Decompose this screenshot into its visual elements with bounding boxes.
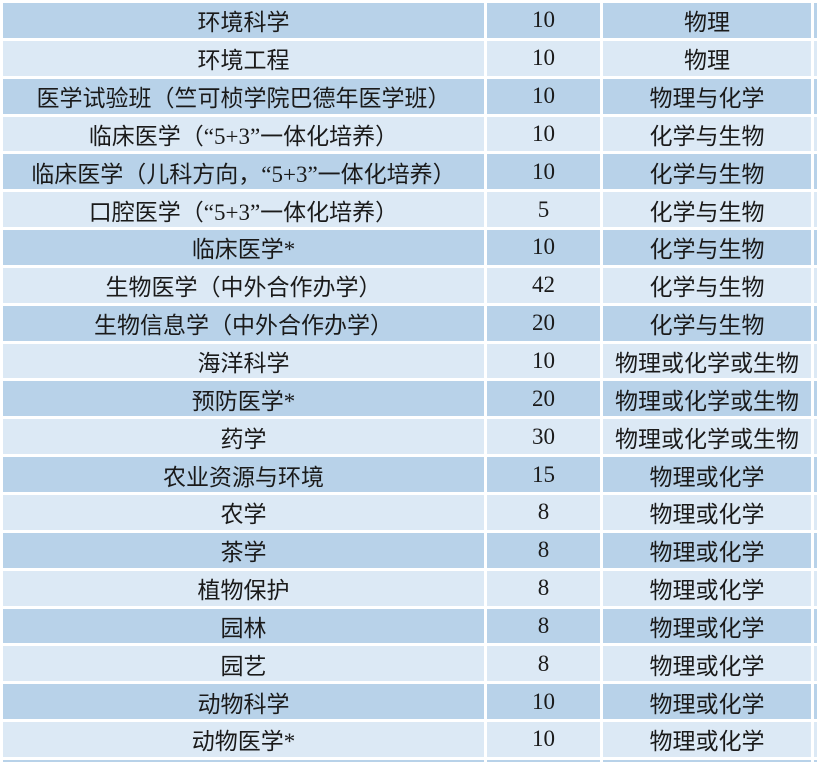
cell-quota: 5 — [487, 192, 600, 228]
cell-continuation — [814, 532, 817, 568]
cell-major: 园艺 — [3, 646, 484, 682]
cell-continuation — [814, 230, 817, 265]
cell-major: 临床医学（儿科方向，“5+3”一体化培养） — [3, 154, 484, 190]
cell-subjects: 化学与生物 — [603, 154, 811, 190]
cell-major: 医学试验班（竺可桢学院巴德年医学班） — [3, 78, 484, 114]
cell-major: 口腔医学（“5+3”一体化培养） — [3, 192, 484, 228]
cell-subjects: 物理或化学或生物 — [603, 381, 811, 417]
cell-subjects: 物理或化学 — [603, 494, 811, 530]
cell-subjects: 物理或化学 — [603, 646, 811, 682]
cell-subjects: 化学与生物 — [603, 192, 811, 228]
cell-quota: 10 — [487, 230, 600, 265]
cell-quota: 15 — [487, 457, 600, 492]
cell-major: 海洋科学 — [3, 343, 484, 379]
cell-major: 预防医学* — [3, 381, 484, 417]
cell-subjects: 物理或化学或生物 — [603, 419, 811, 455]
cell-continuation — [814, 608, 817, 644]
cell-subjects: 化学与生物 — [603, 267, 811, 303]
cell-continuation — [814, 457, 817, 492]
cell-continuation — [814, 305, 817, 341]
cell-major: 植物保护 — [3, 570, 484, 606]
cell-subjects: 物理或化学或生物 — [603, 343, 811, 379]
cell-subjects: 物理或化学 — [603, 608, 811, 644]
cell-subjects: 物理或化学 — [603, 532, 811, 568]
cell-continuation — [814, 154, 817, 190]
cell-major: 生物医学（中外合作办学） — [3, 267, 484, 303]
cell-continuation — [814, 267, 817, 303]
cell-major: 农学 — [3, 494, 484, 530]
cell-continuation — [814, 3, 817, 38]
cell-subjects: 物理或化学 — [603, 570, 811, 606]
cell-major: 动物医学* — [3, 722, 484, 757]
cell-continuation — [814, 78, 817, 114]
cell-quota: 30 — [487, 419, 600, 455]
cell-subjects: 物理 — [603, 3, 811, 38]
cell-quota: 8 — [487, 646, 600, 682]
cell-continuation — [814, 570, 817, 606]
cell-major: 农业资源与环境 — [3, 457, 484, 492]
cell-major: 药学 — [3, 419, 484, 455]
cell-major — [3, 759, 484, 762]
cell-continuation — [814, 116, 817, 152]
cell-subjects: 物理或化学 — [603, 722, 811, 757]
cell-continuation — [814, 381, 817, 417]
cell-quota — [487, 759, 600, 762]
cell-continuation — [814, 759, 817, 762]
cell-subjects: 物理与化学 — [603, 78, 811, 114]
cell-continuation — [814, 684, 817, 720]
cell-quota: 8 — [487, 494, 600, 530]
cell-continuation — [814, 722, 817, 757]
cell-quota: 8 — [487, 570, 600, 606]
cell-quota: 10 — [487, 40, 600, 76]
cell-quota: 20 — [487, 381, 600, 417]
cell-subjects — [603, 759, 811, 762]
cell-subjects: 化学与生物 — [603, 116, 811, 152]
cell-major: 动物科学 — [3, 684, 484, 720]
cell-quota: 10 — [487, 343, 600, 379]
cell-quota: 10 — [487, 722, 600, 757]
cell-continuation — [814, 419, 817, 455]
cell-quota: 8 — [487, 532, 600, 568]
cell-subjects: 物理或化学 — [603, 457, 811, 492]
cell-quota: 20 — [487, 305, 600, 341]
cell-continuation — [814, 494, 817, 530]
cell-subjects: 物理 — [603, 40, 811, 76]
cell-subjects: 化学与生物 — [603, 230, 811, 265]
cell-quota: 10 — [487, 154, 600, 190]
cell-major: 临床医学* — [3, 230, 484, 265]
cell-major: 园林 — [3, 608, 484, 644]
cell-continuation — [814, 40, 817, 76]
cell-quota: 10 — [487, 684, 600, 720]
cell-quota: 8 — [487, 608, 600, 644]
cell-major: 临床医学（“5+3”一体化培养） — [3, 116, 484, 152]
cell-quota: 10 — [487, 78, 600, 114]
cell-major: 茶学 — [3, 532, 484, 568]
cell-continuation — [814, 192, 817, 228]
cell-quota: 10 — [487, 3, 600, 38]
cell-continuation — [814, 646, 817, 682]
cell-continuation — [814, 343, 817, 379]
cell-subjects: 化学与生物 — [603, 305, 811, 341]
cell-subjects: 物理或化学 — [603, 684, 811, 720]
cell-major: 环境科学 — [3, 3, 484, 38]
cell-quota: 42 — [487, 267, 600, 303]
cell-quota: 10 — [487, 116, 600, 152]
cell-major: 生物信息学（中外合作办学） — [3, 305, 484, 341]
cell-major: 环境工程 — [3, 40, 484, 76]
